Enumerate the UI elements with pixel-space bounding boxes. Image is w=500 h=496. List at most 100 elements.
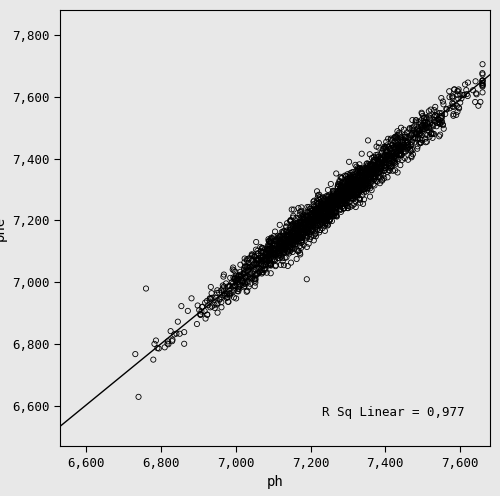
Point [288, 228, 296, 236]
Point [372, 167, 380, 175]
Point [265, 238, 273, 246]
Point [374, 160, 382, 168]
Point [370, 167, 378, 175]
Point [328, 192, 336, 200]
Point [363, 165, 371, 173]
Point [251, 282, 259, 290]
Point [450, 103, 458, 111]
Point [404, 142, 412, 150]
Point [232, 295, 240, 303]
Point [356, 195, 364, 203]
Point [332, 212, 340, 220]
Point [328, 198, 336, 206]
Point [206, 295, 214, 303]
Point [376, 156, 384, 164]
Point [284, 237, 292, 245]
Point [306, 215, 314, 223]
Point [338, 197, 345, 205]
Point [306, 223, 314, 231]
Point [277, 241, 285, 248]
Point [368, 161, 376, 169]
Point [310, 216, 318, 224]
Point [340, 204, 347, 212]
Point [318, 221, 326, 229]
Point [454, 85, 462, 93]
Point [374, 144, 382, 152]
Point [310, 214, 318, 222]
Point [392, 149, 400, 157]
Point [446, 104, 454, 112]
Point [396, 137, 404, 145]
Point [389, 150, 397, 158]
Point [296, 250, 304, 258]
Point [382, 155, 390, 163]
Point [198, 303, 206, 311]
Point [395, 151, 403, 159]
Point [220, 287, 228, 295]
Point [345, 177, 353, 185]
Point [317, 208, 325, 216]
Point [290, 242, 298, 249]
Point [276, 249, 283, 257]
Point [352, 191, 360, 199]
Point [202, 314, 209, 322]
Point [283, 230, 291, 238]
Point [231, 282, 239, 290]
Point [377, 170, 385, 178]
Point [366, 162, 374, 170]
Point [334, 180, 342, 188]
Point [286, 248, 294, 255]
Point [360, 176, 368, 184]
Point [428, 130, 436, 138]
Point [422, 122, 430, 129]
Point [319, 201, 327, 209]
Point [464, 92, 471, 100]
Point [334, 183, 342, 191]
Point [317, 194, 325, 202]
Point [390, 143, 398, 151]
Point [354, 164, 362, 172]
Point [380, 152, 388, 160]
Point [382, 148, 390, 156]
Point [322, 215, 330, 223]
Point [274, 248, 281, 256]
Point [290, 229, 298, 237]
Point [367, 163, 375, 171]
Point [276, 238, 284, 246]
Point [391, 167, 399, 175]
Point [297, 226, 305, 234]
Point [288, 238, 296, 246]
Point [327, 206, 335, 214]
Point [308, 215, 316, 223]
Point [415, 130, 423, 138]
Point [412, 134, 420, 142]
Point [392, 152, 400, 160]
Point [312, 205, 320, 213]
Point [363, 170, 371, 178]
Point [262, 261, 270, 269]
Point [288, 205, 296, 213]
Point [332, 209, 340, 217]
Point [343, 199, 351, 207]
Point [232, 282, 239, 290]
Point [234, 271, 242, 279]
Point [384, 135, 392, 143]
Point [348, 175, 356, 183]
Point [240, 269, 248, 277]
Point [387, 152, 395, 160]
Point [298, 234, 306, 242]
Point [304, 213, 312, 221]
Point [416, 135, 424, 143]
Point [374, 165, 382, 173]
Point [322, 212, 330, 220]
Point [304, 208, 312, 216]
Point [363, 168, 371, 176]
Point [347, 176, 355, 184]
Point [382, 164, 390, 172]
Point [354, 179, 362, 187]
Point [285, 232, 293, 240]
Point [273, 238, 281, 246]
Point [432, 109, 440, 117]
Point [312, 222, 320, 230]
Point [342, 173, 350, 181]
